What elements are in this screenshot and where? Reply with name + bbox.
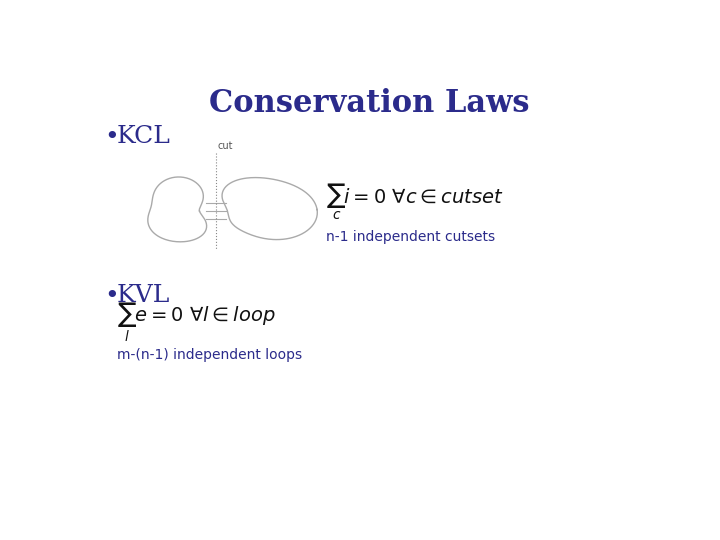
Text: n-1 independent cutsets: n-1 independent cutsets	[326, 231, 495, 244]
Text: KVL: KVL	[117, 284, 171, 307]
Text: •: •	[104, 284, 119, 308]
Text: $\sum_l e = 0 \ \forall l \in loop$: $\sum_l e = 0 \ \forall l \in loop$	[117, 301, 276, 345]
Text: KCL: KCL	[117, 125, 171, 148]
Text: m-(n-1) independent loops: m-(n-1) independent loops	[117, 348, 302, 362]
Text: $\sum_c i = 0 \ \forall c \in cutset$: $\sum_c i = 0 \ \forall c \in cutset$	[326, 181, 504, 222]
Text: •: •	[104, 125, 119, 149]
Text: Conservation Laws: Conservation Laws	[209, 88, 529, 119]
Text: cut: cut	[218, 141, 233, 151]
